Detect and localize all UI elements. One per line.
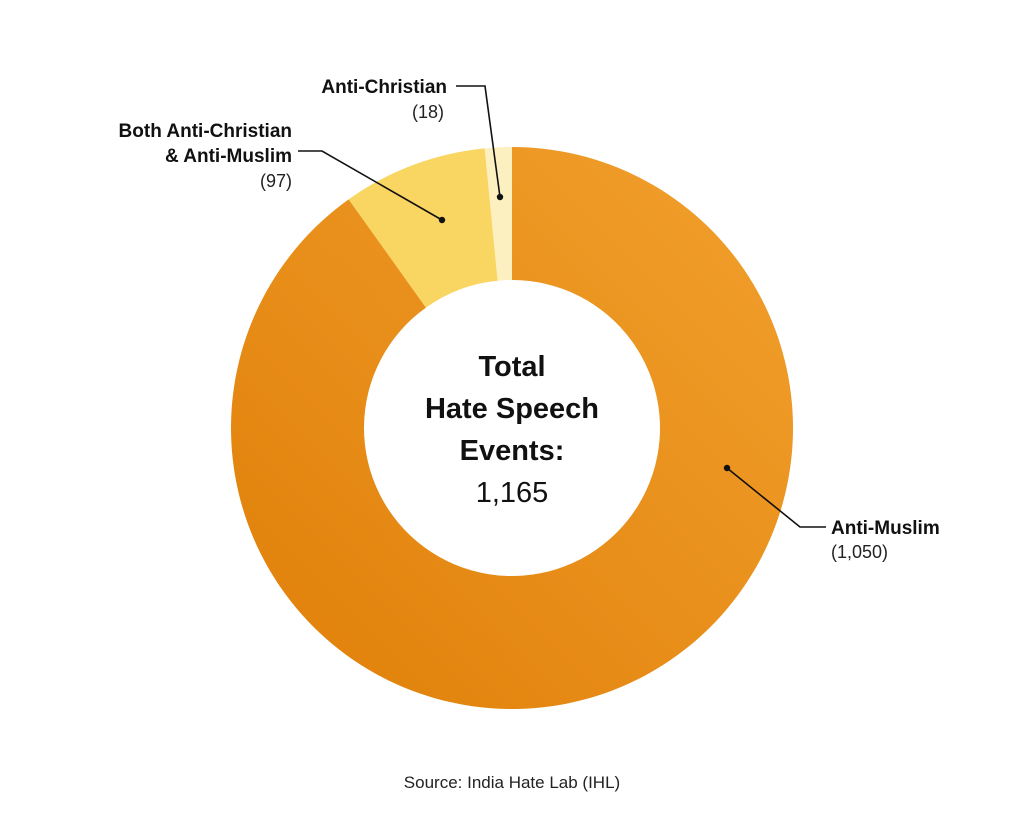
label-anti-christian: Anti-Christian (18)	[321, 77, 504, 201]
slice-label-anti-muslim: Anti-Muslim	[831, 518, 940, 539]
slice-anti-christian	[484, 147, 512, 281]
slice-label-both-line-2: & Anti-Muslim	[165, 146, 292, 167]
label-anti-muslim: Anti-Muslim (1,050)	[723, 464, 940, 562]
center-line-2: Hate Speech	[425, 393, 599, 425]
center-total-value: 1,165	[476, 477, 549, 509]
center-label: Total Hate Speech Events: 1,165	[425, 351, 599, 509]
leader-line-anti-muslim	[726, 467, 826, 528]
leader-dot-anti-muslim	[723, 464, 731, 472]
source-note: Source: India Hate Lab (IHL)	[404, 773, 620, 792]
center-line-3: Events:	[460, 435, 565, 467]
slice-count-anti-muslim: (1,050)	[831, 542, 888, 562]
label-both: Both Anti-Christian & Anti-Muslim (97)	[119, 121, 446, 224]
slice-label-anti-christian: Anti-Christian	[321, 77, 447, 98]
slice-count-both: (97)	[260, 171, 292, 191]
donut-slices	[230, 147, 793, 709]
center-line-1: Total	[478, 351, 545, 383]
leader-line-both	[298, 150, 443, 221]
slice-count-anti-christian: (18)	[412, 102, 444, 122]
leader-dot-both	[438, 216, 446, 224]
slice-label-both-line-1: Both Anti-Christian	[119, 121, 292, 142]
leader-line-anti-christian	[456, 85, 501, 198]
slice-anti-muslim	[230, 147, 793, 709]
leader-dot-anti-christian	[496, 193, 504, 201]
